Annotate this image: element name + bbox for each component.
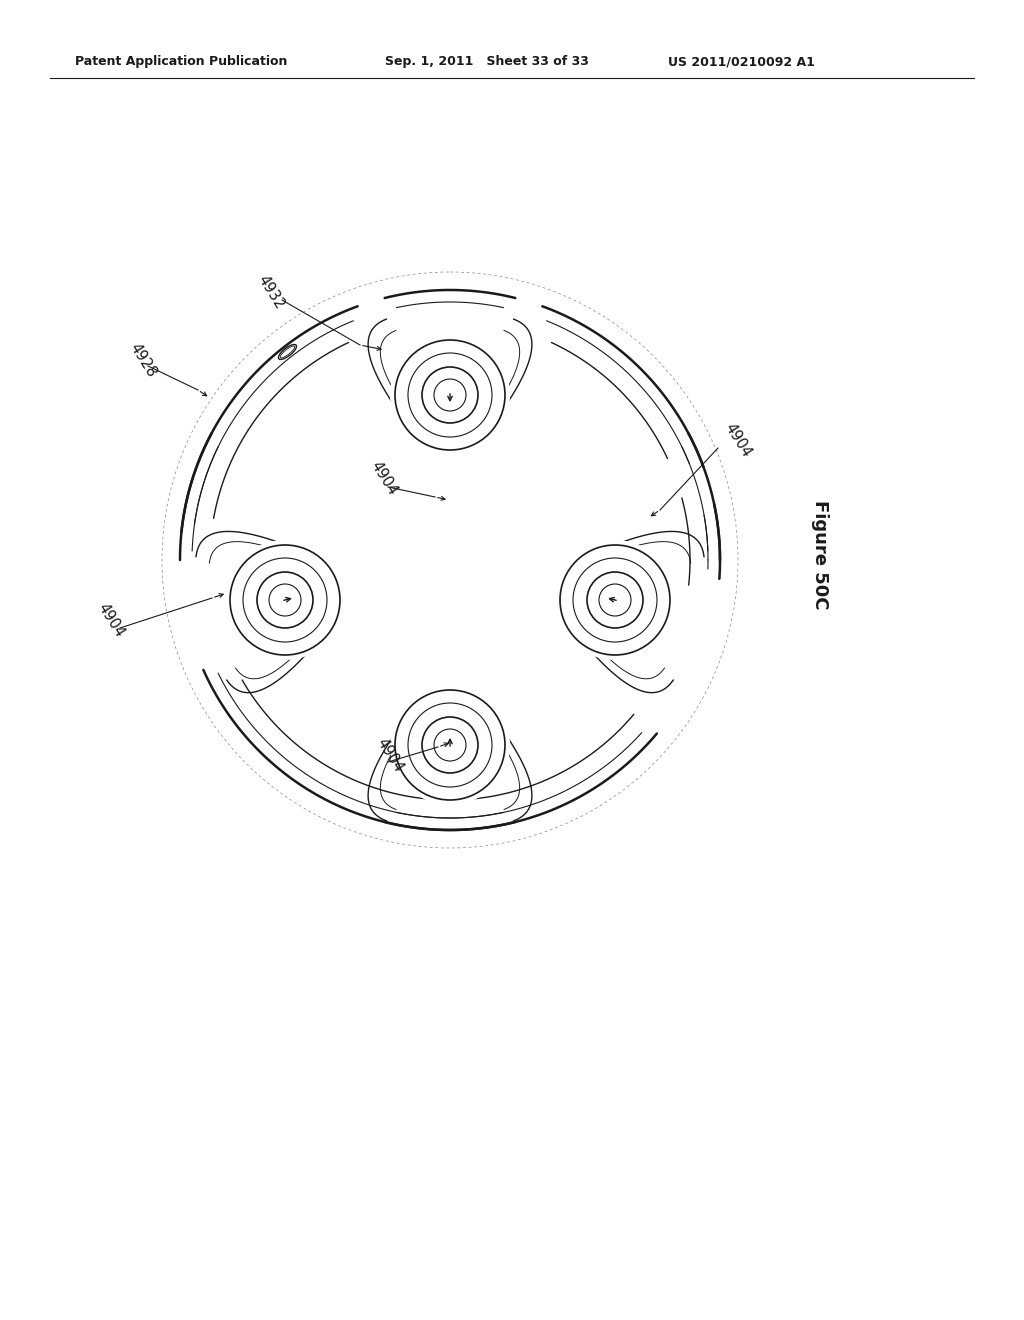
Text: 4932: 4932	[255, 272, 288, 312]
Circle shape	[555, 540, 675, 660]
Text: 4904: 4904	[374, 735, 407, 775]
Circle shape	[390, 335, 510, 455]
Text: Sep. 1, 2011   Sheet 33 of 33: Sep. 1, 2011 Sheet 33 of 33	[385, 55, 589, 69]
Text: US 2011/0210092 A1: US 2011/0210092 A1	[668, 55, 815, 69]
Ellipse shape	[279, 345, 297, 359]
Text: 4904: 4904	[368, 458, 400, 498]
Text: Patent Application Publication: Patent Application Publication	[75, 55, 288, 69]
Text: 4928: 4928	[127, 341, 160, 380]
Text: 4904: 4904	[95, 601, 127, 640]
Text: 4904: 4904	[722, 420, 755, 459]
Circle shape	[390, 685, 510, 805]
Text: Figure 50C: Figure 50C	[811, 500, 829, 610]
Circle shape	[225, 540, 345, 660]
